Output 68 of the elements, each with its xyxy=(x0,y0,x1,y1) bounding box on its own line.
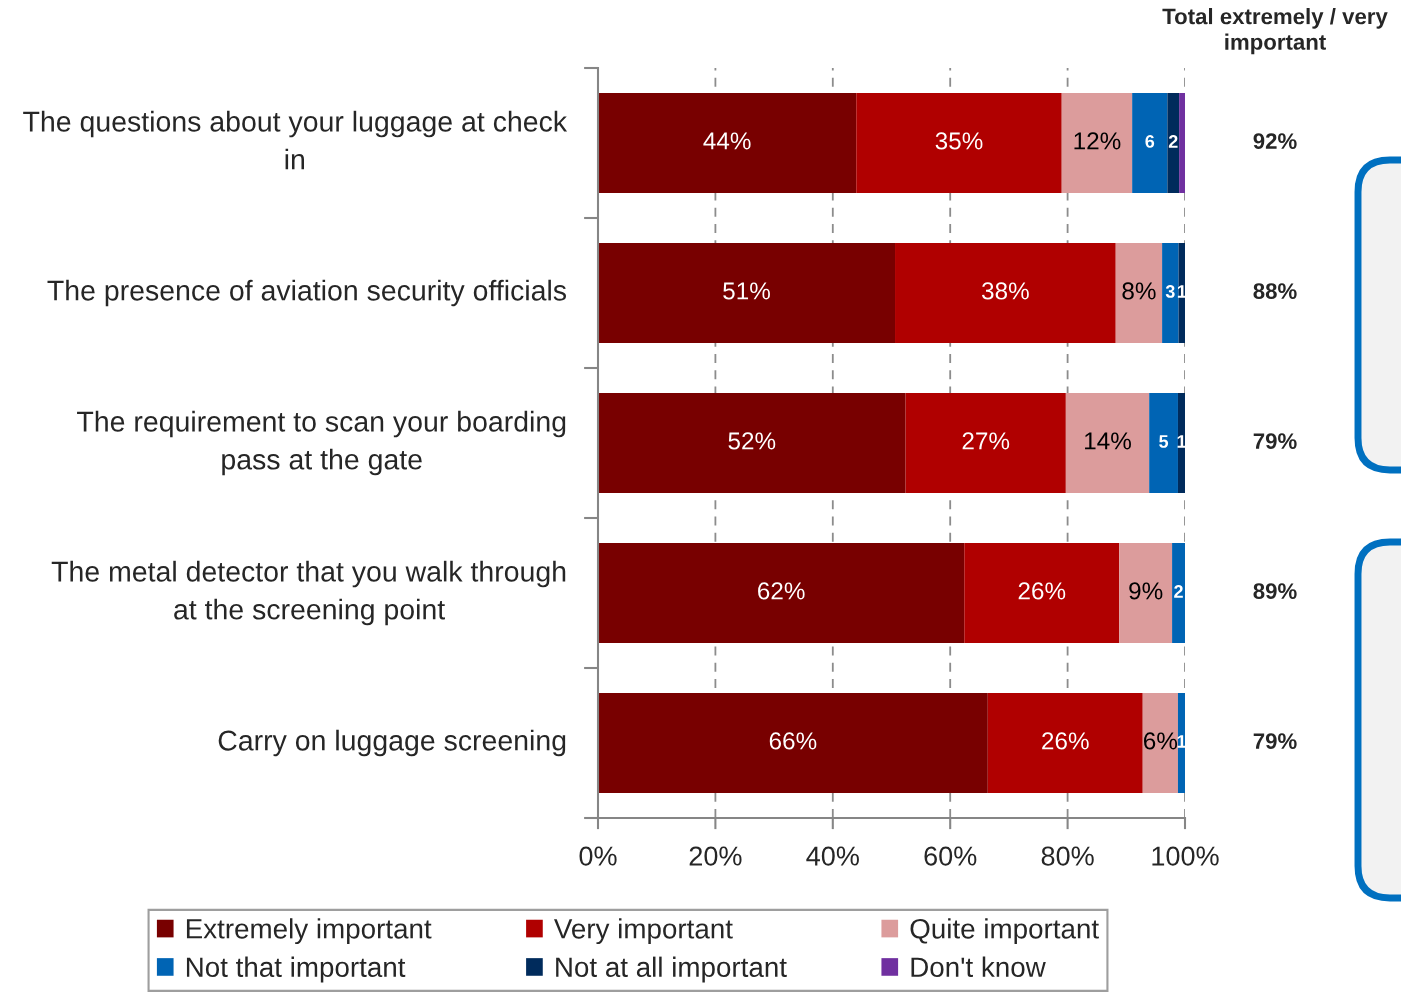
x-tick-label: 100% xyxy=(1152,846,1219,866)
text: 89% xyxy=(1253,583,1297,599)
legend-label: Not that important xyxy=(186,956,406,983)
data-label: 27% xyxy=(962,432,1010,450)
data-label: 2 xyxy=(1168,135,1178,148)
bar xyxy=(598,542,965,644)
bar xyxy=(598,92,857,194)
y-tick-label: The requirement to scan your boarding pass at the gate xyxy=(77,410,566,476)
data-label: 6 xyxy=(1145,135,1155,148)
bar xyxy=(1162,242,1179,344)
x-tick-label: 40% xyxy=(806,846,859,866)
bar xyxy=(987,692,1143,794)
data-label: 2 xyxy=(1174,585,1183,598)
y-tick-label: Carry on luggage screening xyxy=(218,729,566,757)
data-label: 35% xyxy=(935,132,983,150)
legend-label: Quite important xyxy=(910,918,1099,945)
bar xyxy=(1119,542,1173,644)
data-label: 3 xyxy=(1165,285,1175,298)
data-label: 12% xyxy=(1074,132,1121,150)
data-label: 51% xyxy=(723,282,770,300)
data-label: 14% xyxy=(1085,432,1131,450)
bar xyxy=(905,392,1066,494)
data-label: 52% xyxy=(728,432,776,450)
bar xyxy=(1179,92,1185,194)
bar xyxy=(1132,92,1168,194)
data-label: 1 xyxy=(1177,285,1187,298)
data-label: 5 xyxy=(1159,435,1169,448)
data-label: 62% xyxy=(758,582,805,600)
bar xyxy=(1065,392,1150,494)
bar xyxy=(598,392,906,494)
legend-label: Don't know xyxy=(911,956,1046,978)
x-tick-label: 0% xyxy=(579,846,617,866)
bar xyxy=(856,92,1062,194)
bar xyxy=(598,242,896,344)
text: 92% xyxy=(1253,133,1297,149)
text: 88% xyxy=(1253,283,1297,299)
bar xyxy=(895,242,1116,344)
bar xyxy=(1115,242,1163,344)
legend-label: Not at all important xyxy=(556,956,787,983)
x-tick-label: 20% xyxy=(689,846,742,866)
bar xyxy=(1142,692,1178,794)
bar xyxy=(1167,92,1180,194)
bar xyxy=(1172,542,1185,644)
data-label: 26% xyxy=(1042,732,1089,750)
y-tick-label: The questions about your luggage at check in xyxy=(23,110,568,170)
data-label: 6% xyxy=(1144,732,1178,750)
text: Total extremely / very important xyxy=(1162,8,1388,55)
text: 79% xyxy=(1253,433,1297,449)
x-tick-label: 60% xyxy=(924,846,977,866)
bar xyxy=(598,692,988,794)
bar xyxy=(1149,392,1178,494)
bar xyxy=(1177,692,1185,794)
data-label: 44% xyxy=(703,132,751,150)
legend-label: Very important xyxy=(554,918,733,945)
legend-label: Extremely important xyxy=(186,918,432,945)
x-tick-label: 80% xyxy=(1041,846,1094,866)
y-tick-label: The presence of aviation security officials xyxy=(47,279,567,307)
data-label: 38% xyxy=(981,282,1029,300)
data-label: 26% xyxy=(1018,582,1066,600)
y-tick-label: The metal detector that you walk through at the screening point xyxy=(51,560,566,626)
bar xyxy=(1061,92,1133,194)
data-label: 1 xyxy=(1177,435,1186,448)
data-label: 8% xyxy=(1122,282,1156,300)
bar xyxy=(1177,392,1185,494)
data-label: 9% xyxy=(1129,582,1163,600)
bar xyxy=(964,542,1120,644)
data-label: 66% xyxy=(769,732,817,750)
text: 79% xyxy=(1253,733,1297,749)
